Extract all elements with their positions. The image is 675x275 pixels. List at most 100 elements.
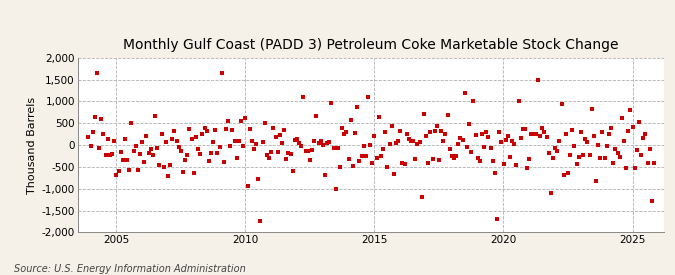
Point [330, 186, 341, 191]
Point [479, 144, 489, 149]
Point [531, 132, 541, 136]
Point [122, 158, 132, 162]
Y-axis label: Thousand Barrels: Thousand Barrels [27, 97, 37, 194]
Point [132, 168, 143, 172]
Point [141, 134, 152, 138]
Point [423, 160, 433, 165]
Point [371, 156, 382, 160]
Point [298, 95, 309, 99]
Point [438, 139, 449, 143]
Point [317, 143, 328, 147]
Point [313, 141, 324, 146]
Point [227, 128, 238, 132]
Point [171, 139, 182, 143]
Point [190, 135, 201, 140]
Point [397, 161, 408, 166]
Point [563, 171, 574, 175]
Point [634, 120, 645, 124]
Point [255, 219, 266, 224]
Point [259, 121, 270, 125]
Point [543, 150, 554, 155]
Point [253, 177, 264, 182]
Point [90, 115, 101, 119]
Point [128, 149, 139, 154]
Point [283, 151, 294, 155]
Point [608, 161, 618, 165]
Point [427, 157, 438, 161]
Point [119, 136, 130, 141]
Point [539, 129, 549, 134]
Point [326, 101, 337, 105]
Point [414, 140, 425, 145]
Point [569, 144, 580, 148]
Point [618, 139, 629, 143]
Point [556, 102, 567, 107]
Point [384, 141, 395, 146]
Point [270, 135, 281, 139]
Point [502, 134, 513, 138]
Point [406, 139, 416, 143]
Point [386, 124, 397, 128]
Point [341, 130, 352, 134]
Point [567, 127, 578, 132]
Point [103, 136, 113, 141]
Point [489, 170, 500, 175]
Point [455, 136, 466, 140]
Point [165, 163, 176, 167]
Point [642, 161, 653, 165]
Point [302, 148, 313, 153]
Point [382, 165, 393, 169]
Point [266, 150, 277, 154]
Point [154, 163, 165, 167]
Point [111, 173, 122, 178]
Point [203, 159, 214, 163]
Point [339, 132, 350, 136]
Point [285, 152, 296, 156]
Point [636, 153, 647, 158]
Point [464, 121, 475, 126]
Point [578, 153, 589, 157]
Point [206, 151, 217, 155]
Point [410, 156, 421, 161]
Point [277, 141, 288, 146]
Point [188, 171, 199, 175]
Point [169, 128, 180, 133]
Point [279, 128, 290, 133]
Point [647, 199, 657, 203]
Point [511, 163, 522, 167]
Point [358, 144, 369, 148]
Point [178, 170, 188, 174]
Point [533, 78, 543, 82]
Point [597, 130, 608, 134]
Point [547, 156, 558, 160]
Point [150, 114, 161, 118]
Point [408, 138, 418, 143]
Point [268, 125, 279, 130]
Point [498, 162, 509, 167]
Point [431, 124, 442, 128]
Point [616, 116, 627, 120]
Point [614, 155, 625, 160]
Point [348, 164, 358, 168]
Point [468, 99, 479, 103]
Point [315, 139, 326, 143]
Point [186, 137, 197, 142]
Point [605, 126, 616, 130]
Point [496, 139, 507, 144]
Point [176, 149, 186, 153]
Point [380, 129, 391, 134]
Title: Monthly Gulf Coast (PADD 3) Petroleum Coke Marketable Stock Change: Monthly Gulf Coast (PADD 3) Petroleum Co… [123, 39, 618, 53]
Point [126, 121, 137, 125]
Point [230, 139, 240, 144]
Point [288, 169, 298, 173]
Point [182, 153, 193, 157]
Point [500, 138, 511, 142]
Point [593, 142, 603, 147]
Point [180, 157, 190, 162]
Point [250, 141, 261, 146]
Point [470, 133, 481, 137]
Point [225, 144, 236, 148]
Point [344, 157, 354, 161]
Point [638, 136, 649, 140]
Point [113, 169, 124, 174]
